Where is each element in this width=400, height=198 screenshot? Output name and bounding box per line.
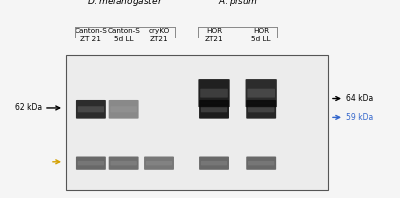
- FancyBboxPatch shape: [109, 156, 138, 170]
- Bar: [66, 55, 328, 190]
- Text: $\it{D. melanogaster}$: $\it{D. melanogaster}$: [87, 0, 163, 8]
- Text: HOR
5d LL: HOR 5d LL: [252, 28, 271, 42]
- FancyBboxPatch shape: [246, 156, 276, 170]
- FancyBboxPatch shape: [246, 79, 277, 107]
- FancyBboxPatch shape: [146, 161, 172, 165]
- FancyBboxPatch shape: [248, 102, 274, 104]
- Text: 62 kDa: 62 kDa: [15, 103, 42, 112]
- Text: cryKO
ZT21: cryKO ZT21: [148, 28, 170, 42]
- FancyBboxPatch shape: [110, 161, 137, 165]
- FancyBboxPatch shape: [247, 89, 275, 98]
- FancyBboxPatch shape: [198, 79, 230, 107]
- FancyBboxPatch shape: [201, 106, 227, 112]
- Text: 59 kDa: 59 kDa: [346, 113, 373, 122]
- FancyBboxPatch shape: [246, 100, 276, 119]
- FancyBboxPatch shape: [109, 100, 138, 119]
- Text: 64 kDa: 64 kDa: [346, 94, 373, 103]
- FancyBboxPatch shape: [110, 106, 137, 112]
- FancyBboxPatch shape: [78, 161, 104, 165]
- Text: $\it{A. pisum}$: $\it{A. pisum}$: [218, 0, 258, 8]
- FancyBboxPatch shape: [201, 102, 227, 104]
- Text: Canton-S
ZT 21: Canton-S ZT 21: [74, 28, 107, 42]
- FancyBboxPatch shape: [199, 156, 229, 170]
- FancyBboxPatch shape: [76, 100, 106, 119]
- FancyBboxPatch shape: [144, 156, 174, 170]
- FancyBboxPatch shape: [200, 89, 228, 98]
- Text: Canton-S
5d LL: Canton-S 5d LL: [107, 28, 140, 42]
- FancyBboxPatch shape: [199, 100, 229, 119]
- Text: HOR
ZT21: HOR ZT21: [205, 28, 223, 42]
- FancyBboxPatch shape: [78, 106, 104, 112]
- FancyBboxPatch shape: [248, 106, 274, 112]
- FancyBboxPatch shape: [248, 161, 274, 165]
- FancyBboxPatch shape: [76, 156, 106, 170]
- FancyBboxPatch shape: [201, 161, 227, 165]
